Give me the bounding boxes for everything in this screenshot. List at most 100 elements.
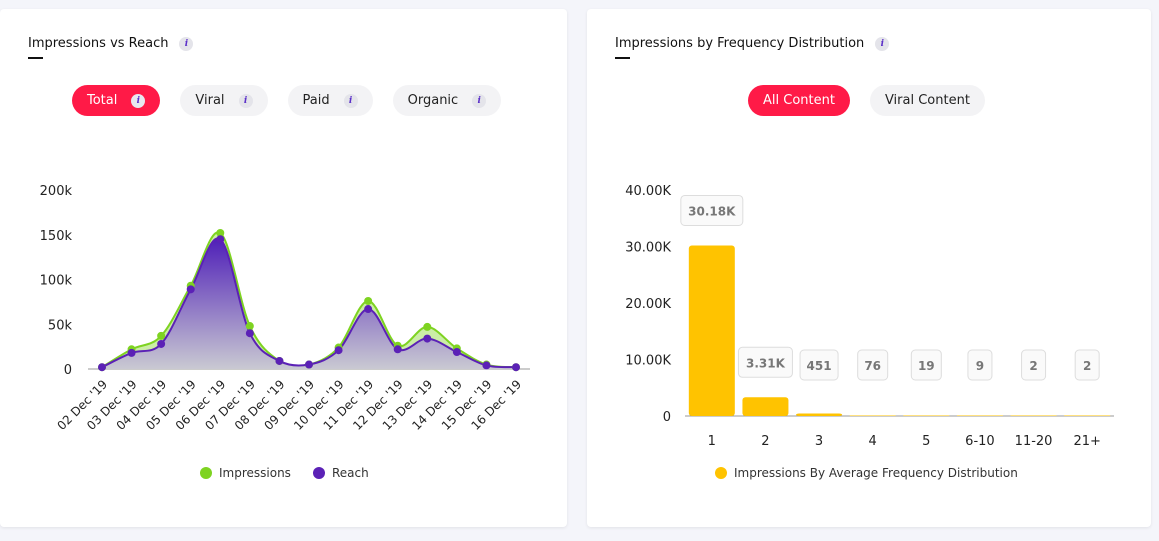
info-icon[interactable]: i (472, 93, 487, 108)
x-tick-label: 21+ (1073, 434, 1100, 449)
y-tick-label: 150k (40, 229, 73, 244)
reach-point (157, 339, 166, 348)
bar (903, 415, 950, 416)
legend-label[interactable]: Impressions By Average Frequency Distrib… (734, 466, 1018, 480)
tab-label: Paid (302, 93, 330, 108)
x-tick-label: 1 (708, 434, 716, 449)
x-tick-label: 2 (761, 434, 769, 449)
tab-paid[interactable]: Paid i (287, 85, 373, 116)
data-label: 2 (1029, 359, 1037, 373)
reach-legend-dot (312, 467, 325, 479)
tab-total[interactable]: Total i (72, 85, 161, 116)
y-tick-label: 20.00K (625, 297, 671, 312)
title-text: Impressions by Frequency Distribution (615, 36, 865, 51)
info-icon[interactable]: i (343, 93, 358, 108)
data-label: 3.31K (746, 356, 786, 370)
tab-all-content[interactable]: All Content (748, 85, 850, 116)
data-label: 9 (976, 359, 984, 373)
tab-label: Organic (407, 93, 459, 108)
data-label: 451 (807, 359, 832, 373)
data-label-box (910, 349, 942, 381)
data-label: 30.18K (688, 204, 736, 218)
impressions-point (245, 322, 254, 331)
tab-label: Viral Content (884, 93, 970, 108)
reach-point (186, 285, 195, 294)
frequency-distribution-card: Impressions by Frequency Distribution i A… (587, 9, 1151, 527)
title-underline (28, 57, 43, 59)
tab-label: All Content (763, 93, 835, 108)
tab-label: Total (87, 93, 118, 108)
impressions-point (423, 322, 432, 331)
reach-point (423, 334, 432, 343)
x-tick-label: 5 (922, 434, 930, 449)
reach-area (102, 238, 516, 369)
chart-legend: Impressions Reach (200, 466, 369, 480)
y-tick-label: 40.00K (625, 184, 671, 199)
impressions-point (157, 331, 166, 340)
frequency-bar-chart: 010.00K20.00K30.00K40.00K30.18K13.31K245… (625, 184, 1114, 449)
reach-point (305, 360, 313, 369)
reach-point (127, 348, 136, 357)
bar (956, 415, 1003, 416)
x-tick-label: 3 (815, 434, 823, 449)
tab-group: All Content Viral Content (748, 85, 985, 116)
data-label-box (1021, 349, 1047, 381)
y-tick-label: 0 (64, 363, 72, 378)
title-text: Impressions vs Reach (28, 36, 169, 51)
data-label-box (1074, 349, 1100, 381)
data-label-box (680, 194, 744, 226)
reach-point (216, 235, 225, 244)
x-tick-label: 6-10 (965, 434, 995, 449)
y-tick-label: 100k (40, 274, 73, 289)
legend-dot (715, 467, 727, 479)
x-tick-label: 11-20 (1015, 434, 1053, 449)
bar (688, 245, 735, 416)
bar (1064, 415, 1111, 416)
reach-point (512, 363, 520, 372)
impressions-point (216, 228, 225, 237)
data-label: 2 (1083, 359, 1091, 373)
tab-viral-content[interactable]: Viral Content (869, 85, 985, 116)
card-title: Impressions vs Reach i (28, 36, 194, 51)
legend-label[interactable]: Impressions (219, 466, 291, 480)
info-icon[interactable]: i (131, 93, 146, 108)
x-tick-label: 4 (869, 434, 877, 449)
reach-point (275, 356, 284, 365)
tab-group: Total i Viral i Paid i Organic i (72, 85, 502, 116)
data-label-box (737, 346, 793, 378)
bar (796, 413, 843, 416)
info-icon[interactable]: i (238, 93, 253, 108)
reach-point (364, 305, 373, 314)
title-underline (615, 57, 630, 59)
tab-organic[interactable]: Organic i (392, 85, 502, 116)
reach-point (452, 347, 461, 356)
y-tick-label: 10.00K (625, 354, 671, 369)
data-label-box (967, 349, 993, 381)
reach-point (98, 363, 106, 372)
card-title: Impressions by Frequency Distribution i (615, 36, 890, 51)
reach-point (393, 345, 402, 354)
bar (849, 415, 896, 416)
reach-point (482, 361, 491, 370)
reach-point (245, 329, 254, 338)
y-tick-label: 30.00K (625, 241, 671, 256)
tab-viral[interactable]: Viral i (180, 85, 268, 116)
impressions-point (364, 296, 373, 305)
data-label-box (857, 349, 889, 381)
tab-label: Viral (195, 93, 225, 108)
bar (1010, 415, 1057, 416)
y-tick-label: 0 (663, 410, 671, 425)
data-label: 76 (864, 359, 881, 373)
data-label: 19 (918, 359, 935, 373)
data-label-box (799, 349, 839, 381)
info-icon[interactable]: i (179, 36, 194, 51)
impressions-vs-reach-card: Impressions vs Reach i Total i Viral i Paid… (0, 9, 567, 527)
info-icon[interactable]: i (875, 36, 890, 51)
y-tick-label: 50k (48, 318, 73, 333)
legend-label[interactable]: Reach (331, 466, 369, 480)
chart-legend: Impressions By Average Frequency Distrib… (715, 466, 1018, 480)
bar (742, 397, 789, 416)
reach-point (334, 346, 343, 355)
y-tick-label: 200k (40, 184, 73, 199)
